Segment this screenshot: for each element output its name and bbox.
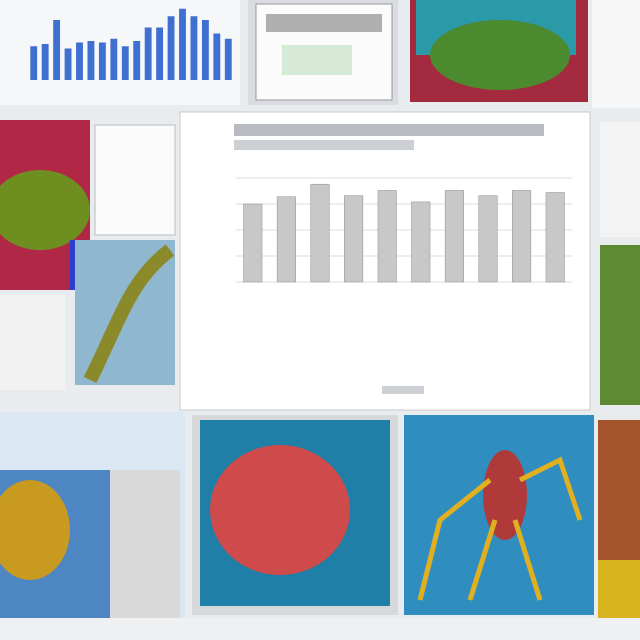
bar bbox=[30, 46, 38, 80]
bar bbox=[144, 27, 152, 80]
bar bbox=[201, 20, 209, 80]
thumbnail bbox=[282, 45, 352, 75]
image bbox=[600, 245, 640, 405]
shell bbox=[0, 480, 70, 580]
bar bbox=[224, 38, 232, 80]
bar bbox=[167, 16, 175, 80]
bar bbox=[190, 16, 198, 80]
bar bbox=[41, 44, 49, 80]
image bbox=[110, 470, 180, 640]
bar bbox=[98, 42, 106, 80]
bar bbox=[243, 203, 263, 283]
blurred-axis-label bbox=[382, 386, 424, 394]
bar bbox=[156, 27, 164, 80]
bar bbox=[512, 190, 532, 283]
creature bbox=[483, 450, 527, 540]
panel bbox=[0, 295, 65, 390]
bar bbox=[64, 48, 72, 80]
bar bbox=[377, 190, 397, 283]
panel bbox=[0, 0, 240, 105]
blurred-title bbox=[234, 124, 544, 136]
coral bbox=[210, 445, 350, 575]
bar bbox=[87, 41, 95, 80]
bar bbox=[121, 46, 129, 80]
bar bbox=[444, 190, 464, 283]
panel bbox=[600, 122, 640, 237]
bar bbox=[179, 8, 186, 80]
blurred-title bbox=[234, 140, 414, 150]
branch bbox=[83, 244, 175, 384]
bar bbox=[478, 195, 498, 283]
bar bbox=[411, 201, 431, 283]
bar bbox=[133, 41, 141, 80]
bar bbox=[344, 195, 364, 283]
bar bbox=[545, 192, 565, 283]
bar bbox=[110, 38, 118, 80]
blurred-heading bbox=[266, 14, 382, 32]
bar bbox=[76, 42, 83, 80]
bar bbox=[310, 183, 330, 283]
strip bbox=[0, 618, 640, 640]
plant bbox=[0, 170, 90, 250]
bar bbox=[213, 33, 221, 80]
plant bbox=[430, 20, 570, 90]
bar bbox=[53, 20, 61, 80]
bar bbox=[276, 196, 296, 283]
panel bbox=[592, 0, 640, 108]
legs bbox=[417, 456, 583, 601]
diagram bbox=[94, 124, 176, 236]
